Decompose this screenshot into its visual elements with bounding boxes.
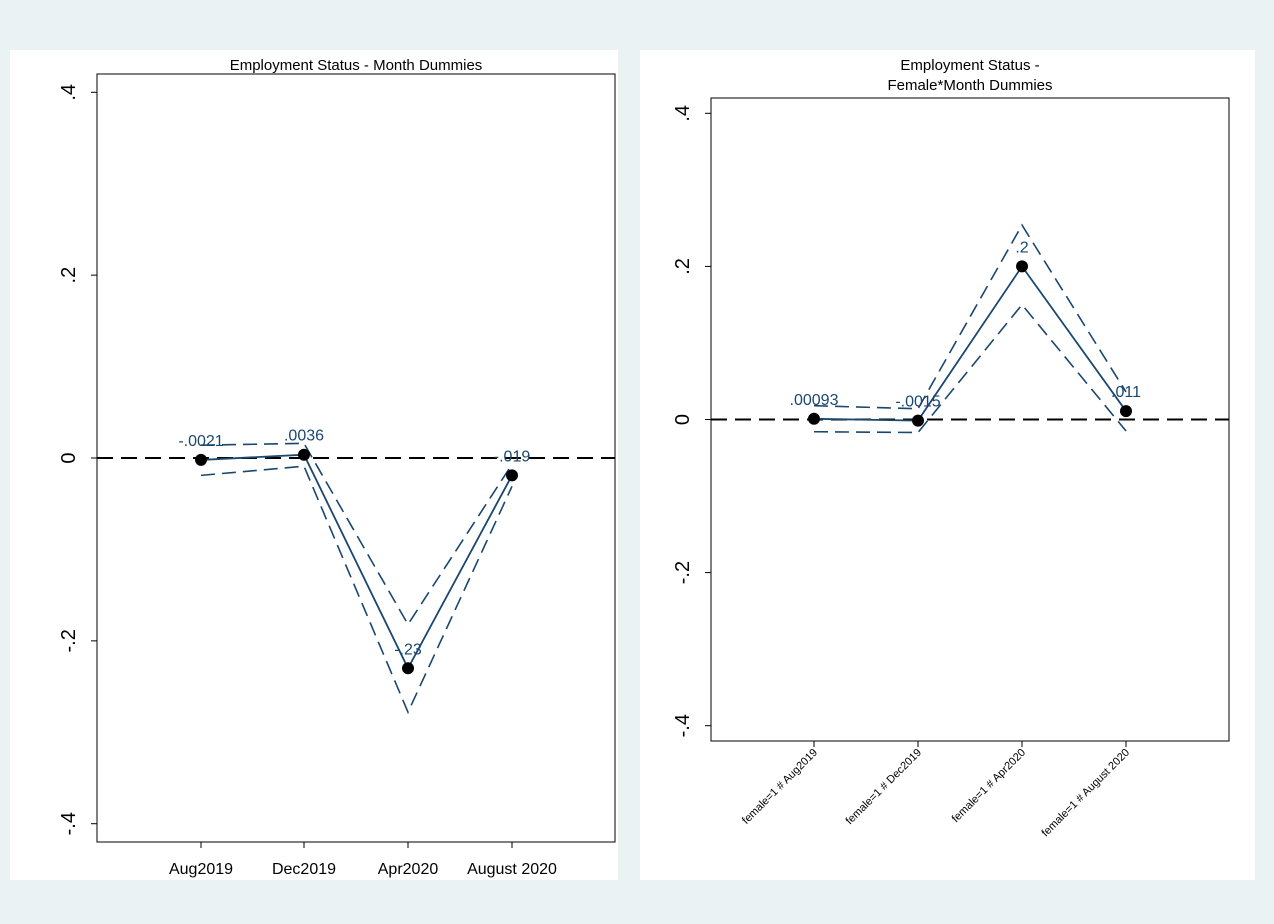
chart-panel-2: Employment Status - Female*Month Dummies -… (640, 50, 1255, 880)
data-label: -.0015 (895, 394, 940, 411)
chart-title: Female*Month Dummies (887, 77, 1052, 94)
series-line (813, 264, 1127, 422)
data-point (1016, 260, 1028, 273)
ci-upper-line (813, 223, 1127, 410)
ci-upper-line (200, 442, 513, 626)
chart-title: Employment Status - Month Dummies (230, 57, 483, 74)
ci-lower-line (813, 303, 1127, 434)
x-tick-label: August 2020 (467, 861, 557, 878)
x-tick-label: Aug2019 (169, 861, 233, 878)
chart-title: Employment Status - (900, 57, 1039, 74)
data-label: .0036 (284, 428, 324, 445)
y-tick-label: .4 (672, 105, 694, 122)
plot-region (640, 50, 1255, 880)
data-label: .2 (1015, 239, 1028, 256)
data-point (298, 448, 310, 461)
y-tick-label: 0 (58, 452, 80, 463)
data-point (1120, 405, 1132, 418)
y-tick-label: -.4 (672, 714, 694, 737)
data-point (912, 414, 924, 427)
y-tick-label: -.4 (58, 812, 80, 835)
data-label: .00093 (790, 392, 839, 409)
data-point (808, 412, 820, 425)
y-tick-label: 0 (672, 414, 694, 425)
y-tick-label: .2 (58, 267, 80, 284)
y-tick-label: -.2 (672, 561, 694, 584)
y-tick-label: .4 (58, 84, 80, 101)
ci-lower-line (200, 465, 513, 715)
y-tick-label: -.2 (58, 629, 80, 652)
series-line (200, 453, 513, 671)
x-tick-label: Apr2020 (378, 861, 439, 878)
x-tick-label: Dec2019 (272, 861, 336, 878)
data-point (402, 662, 414, 675)
data-point (506, 469, 518, 482)
y-tick-label: .2 (672, 258, 694, 275)
chart-panel-1: Employment Status - Month Dummies -.4 -.2 0… (10, 50, 618, 880)
data-label: -.23 (394, 641, 422, 658)
data-label: -.019 (494, 448, 531, 465)
plot-region (10, 50, 618, 880)
data-point (195, 453, 207, 466)
data-label: .011 (1111, 384, 1141, 401)
data-label: -.0021 (178, 433, 223, 450)
